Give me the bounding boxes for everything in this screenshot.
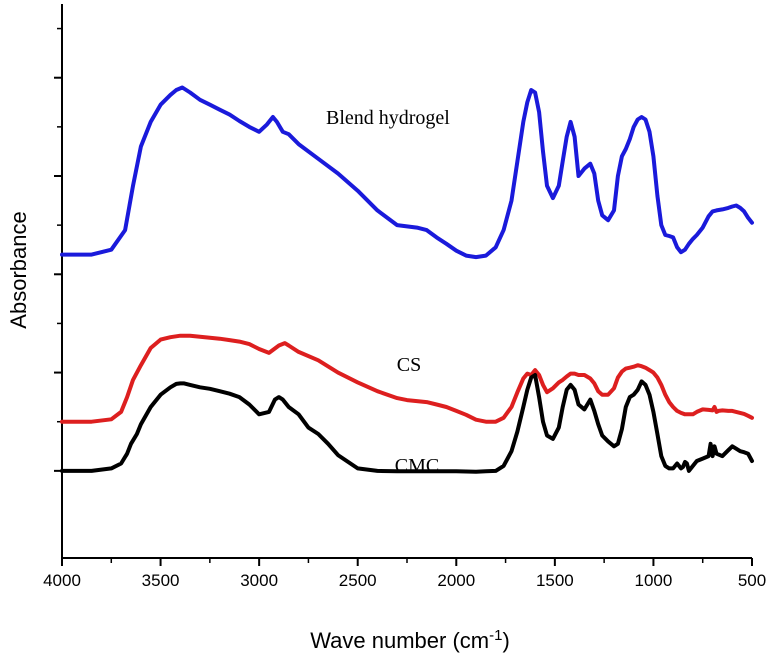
x-tick-label: 2000 xyxy=(437,571,475,590)
series-layer xyxy=(60,85,754,474)
x-tick-label: 2500 xyxy=(339,571,377,590)
x-tick-label: 3000 xyxy=(240,571,278,590)
x-tick-label: 4000 xyxy=(43,571,81,590)
x-tick-label: 1500 xyxy=(536,571,574,590)
x-axis-title-superscript: -1 xyxy=(489,627,502,644)
series-line-cmc xyxy=(60,373,754,474)
series-line-cs xyxy=(60,333,754,424)
axes-layer: 4000 3500 3000 2500 2000 1500 1000 500 xyxy=(43,4,766,590)
x-tick-label: 3500 xyxy=(142,571,180,590)
x-tick-label: 1000 xyxy=(635,571,673,590)
series-label: CS xyxy=(397,354,421,376)
series-label: Blend hydrogel xyxy=(326,107,450,129)
x-tick-label: 500 xyxy=(738,571,766,590)
y-axis-title: Absorbance xyxy=(6,211,31,328)
x-axis-title: Wave number (cm-1) xyxy=(310,627,510,654)
labels-layer: Blend hydrogel CS CMC xyxy=(326,107,450,477)
series-label: CMC xyxy=(395,455,439,477)
series-line-blend-hydrogel xyxy=(60,85,754,260)
